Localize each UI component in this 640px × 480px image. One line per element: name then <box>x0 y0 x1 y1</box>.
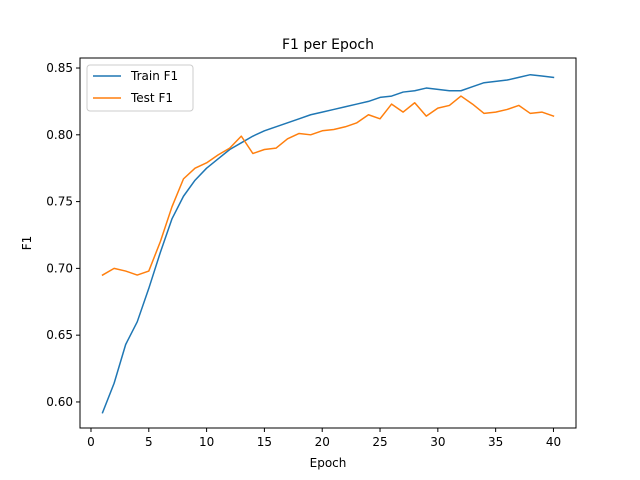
y-tick-label: 0.75 <box>46 195 73 209</box>
x-tick-label: 15 <box>257 435 272 449</box>
legend: Train F1 Test F1 <box>86 64 194 112</box>
y-tick-label: 0.60 <box>46 395 73 409</box>
x-tick-label: 20 <box>315 435 330 449</box>
y-axis-ticks: 0.60 0.65 0.70 0.75 0.80 0.85 <box>46 61 80 409</box>
series-layer <box>101 73 555 414</box>
legend-label: Test F1 <box>130 91 173 105</box>
x-tick-label: 5 <box>145 435 153 449</box>
x-tick-label: 30 <box>430 435 445 449</box>
y-tick-label: 0.80 <box>46 128 73 142</box>
x-axis-label: Epoch <box>310 456 347 470</box>
x-axis-ticks: 0 5 10 15 20 25 30 35 40 <box>87 428 561 449</box>
x-tick-label: 40 <box>546 435 561 449</box>
series-line-train-f1 <box>101 73 555 414</box>
legend-label: Train F1 <box>130 69 178 83</box>
y-tick-label: 0.85 <box>46 61 73 75</box>
plot-frame <box>79 57 577 429</box>
x-tick-label: 35 <box>488 435 503 449</box>
x-tick-label: 0 <box>87 435 95 449</box>
chart-title: F1 per Epoch <box>282 37 374 53</box>
series-line-test-f1 <box>101 95 555 277</box>
x-tick-label: 25 <box>372 435 387 449</box>
x-tick-label: 10 <box>199 435 214 449</box>
y-tick-label: 0.65 <box>46 328 73 342</box>
y-tick-label: 0.70 <box>46 261 73 275</box>
y-axis-label: F1 <box>20 236 34 251</box>
